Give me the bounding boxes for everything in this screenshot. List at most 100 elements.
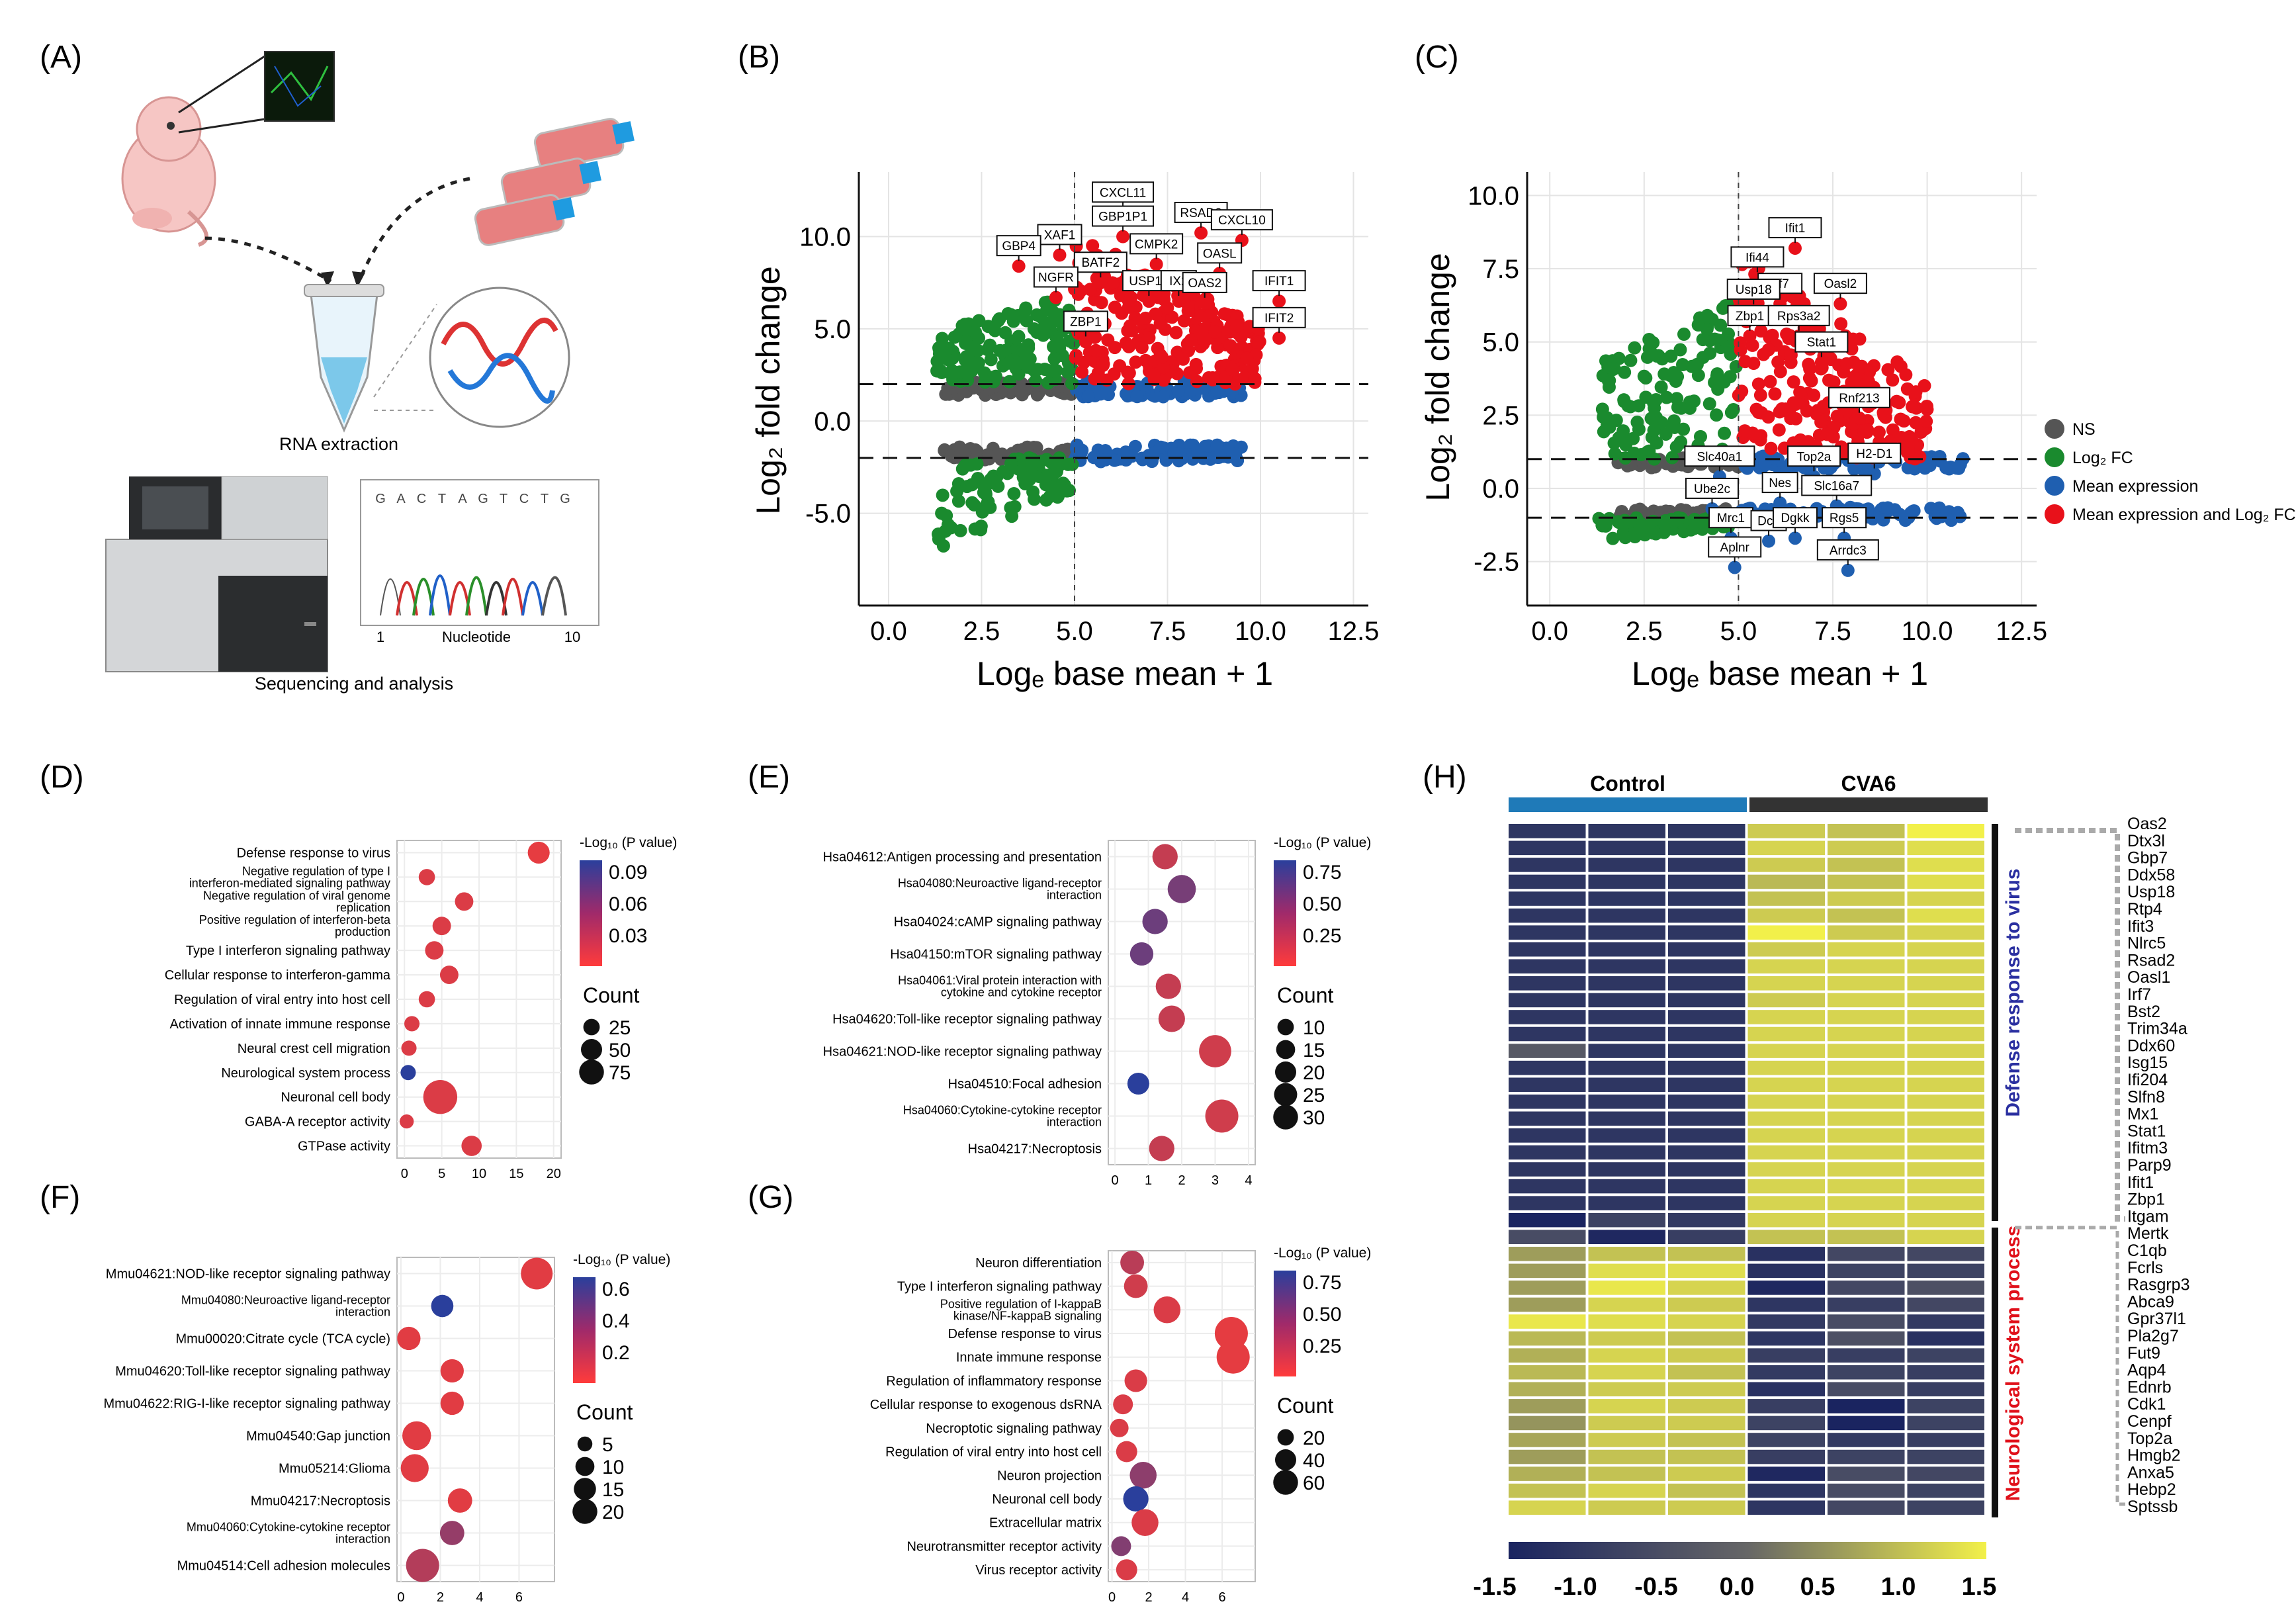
heatmap-cell [1668, 1281, 1745, 1295]
volcano-c-point [1710, 408, 1724, 422]
volcano-b-point [1012, 330, 1026, 343]
chromatogram-x-start: 1 [376, 629, 384, 645]
heatmap-cell [1828, 1128, 1905, 1143]
volcano-b-gene-label: NGFR [1038, 271, 1074, 285]
dot-e-term-label: cytokine and cytokine receptor [941, 986, 1102, 999]
heatmap-cell [1828, 908, 1905, 923]
volcano-b-xtick-label: 0.0 [870, 617, 907, 646]
heatmap-cell [1747, 993, 1825, 1008]
volcano-c-point [1886, 373, 1900, 387]
heatmap-cell [1747, 976, 1825, 991]
heatmap-cell [1907, 1331, 1984, 1346]
volcano-b-point [1108, 300, 1122, 314]
heatmap-cell [1828, 1060, 1905, 1075]
volcano-b-point [1051, 490, 1065, 504]
dot-e-dot [1129, 942, 1154, 966]
heatmap-cell [1747, 1230, 1825, 1245]
volcano-c-point [1918, 461, 1932, 475]
volcano-b-point [1208, 325, 1222, 339]
legend-swatch [2045, 476, 2064, 496]
dot-g-dot [1113, 1394, 1133, 1415]
heatmap-cell [1828, 925, 1905, 940]
heatmap-gene-label: Oas2 [2127, 815, 2167, 833]
volcano-b-point [950, 484, 964, 498]
volcano-b-point [1029, 374, 1043, 388]
heatmap-gene-label: Ifit3 [2127, 917, 2154, 936]
volcano-b-point [1041, 468, 1055, 482]
dot-g-xtick-label: 2 [1145, 1590, 1152, 1605]
panel-label-g: (G) [748, 1180, 793, 1215]
heatmap-cell [1668, 942, 1745, 957]
dot-e-count-legend-label: 10 [1303, 1017, 1325, 1039]
dot-d-count-legend-label: 25 [609, 1017, 631, 1039]
volcano-c-point [1784, 412, 1798, 426]
heatmap-cell [1668, 1365, 1745, 1380]
dot-e-term-label: Hsa04620:Toll-like receptor signaling pa… [832, 1012, 1102, 1027]
volcano-b-point [1027, 322, 1041, 336]
heatmap-cell [1907, 1060, 1984, 1075]
dot-e-term-label: Hsa04061:Viral protein interaction with [898, 974, 1102, 987]
dot-f-plot-area [396, 1257, 555, 1582]
heatmap-cell [1588, 1212, 1665, 1228]
heatmap-cell [1828, 1094, 1905, 1109]
heatmap-cell [1747, 1449, 1825, 1464]
dot-d-dot [423, 1080, 458, 1114]
heatmap-cell [1907, 1399, 1984, 1414]
heatmap-cell [1668, 1466, 1745, 1481]
dot-d-xtick-label: 20 [547, 1167, 561, 1181]
dot-g-dot [1116, 1441, 1137, 1462]
volcano-b-gene-point [1272, 294, 1286, 308]
volcano-c-point [1600, 411, 1614, 425]
volcano-b-point [1230, 309, 1244, 323]
volcano-c-point [1894, 430, 1908, 444]
volcano-plot-b: Log₂ fold change Logₑ base mean + 1 0.0 2… [750, 172, 1379, 692]
volcano-c-point [1893, 508, 1907, 521]
heatmap-scale-tick: 1.0 [1881, 1573, 1916, 1601]
dot-f-dot [440, 1391, 464, 1416]
heatmap-cell [1828, 1365, 1905, 1380]
dot-d-term-label: Cellular response to interferon-gamma [165, 968, 391, 983]
dot-e-count-legend-dot [1275, 1061, 1296, 1083]
dot-e-count-legend-dot [1276, 1040, 1296, 1059]
volcano-b-gene-point [1012, 259, 1026, 273]
heatmap-cell [1907, 824, 1984, 838]
dot-f-count-legend-dot [575, 1457, 595, 1476]
heatmap-cell [1588, 908, 1665, 923]
heatmap-cell [1747, 858, 1825, 872]
heatmap-cell [1907, 908, 1984, 923]
dot-g-term-label: Cellular response to exogenous dsRNA [870, 1398, 1102, 1412]
heatmap-cell [1828, 1500, 1905, 1515]
volcano-b-point [1230, 319, 1244, 333]
volcano-c-gene-label: Oasl2 [1824, 277, 1857, 291]
dot-g-term-label: Virus receptor activity [975, 1563, 1102, 1578]
volcano-c-point [1597, 516, 1611, 529]
dot-d-count-legend-dot [579, 1059, 604, 1085]
volcano-c-gene-label-box [1794, 331, 1849, 353]
volcano-c-point [1700, 308, 1714, 322]
volcano-b-point [951, 494, 965, 508]
heatmap-cell [1747, 1382, 1825, 1397]
dot-d-dot [439, 966, 459, 985]
volcano-b-point [932, 527, 946, 541]
dot-g-count-legend-label: 40 [1303, 1450, 1325, 1472]
volcano-c-point [1624, 353, 1638, 367]
base-letter: C [519, 492, 529, 506]
volcano-b-point [953, 523, 967, 537]
heatmap-cell [1747, 1297, 1825, 1312]
dot-d-count-legend-dot [581, 1039, 602, 1060]
heatmap-cell [1907, 1010, 1984, 1024]
volcano-b-point [1026, 485, 1040, 499]
volcano-b-point [960, 480, 974, 494]
volcano-c-gene-label: Aplnr [1720, 541, 1750, 555]
volcano-c-point [1761, 343, 1775, 357]
legend-swatch [2045, 419, 2064, 439]
volcano-b-point [984, 353, 998, 367]
volcano-b-point [1157, 390, 1170, 404]
heatmap-cell [1907, 1433, 1984, 1447]
volcano-c-point [1845, 342, 1859, 356]
volcano-b-point [1038, 319, 1051, 333]
heatmap-cell [1747, 959, 1825, 974]
dot-e-term-label: Hsa04510:Focal adhesion [948, 1077, 1102, 1092]
heatmap-cell [1509, 1196, 1586, 1210]
heatmap-cell [1907, 976, 1984, 991]
